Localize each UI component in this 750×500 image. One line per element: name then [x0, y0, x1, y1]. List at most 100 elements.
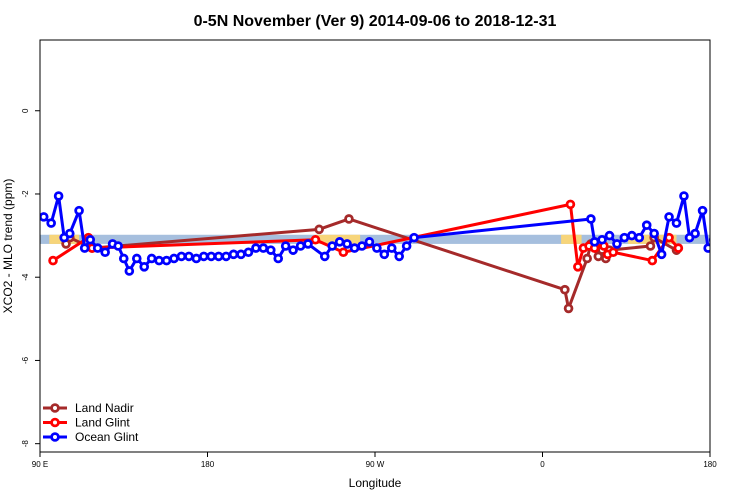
data-point — [92, 243, 103, 253]
data-point — [718, 245, 725, 252]
data-point — [357, 241, 367, 251]
data-point — [236, 249, 246, 260]
data-point — [48, 255, 58, 266]
legend-label: Ocean Glint — [75, 430, 139, 444]
data-point — [649, 228, 659, 239]
legend-marker — [50, 403, 60, 413]
data-point — [64, 228, 75, 239]
data-point — [100, 247, 110, 258]
data-point — [191, 253, 202, 264]
x-tick-label: 90 W — [366, 460, 385, 469]
series-line — [64, 217, 678, 310]
data-point — [74, 205, 84, 216]
data-point — [79, 243, 90, 253]
legend-entry: Ocean Glint — [43, 430, 139, 444]
data-point — [131, 253, 142, 264]
data-point — [379, 249, 390, 260]
x-axis-label: Longitude — [349, 476, 402, 490]
x-tick-label: 90 E — [32, 460, 48, 469]
data-point — [280, 241, 291, 251]
chart-title: 0-5N November (Ver 9) 2014-09-06 to 2018… — [194, 13, 557, 30]
data-point — [124, 266, 135, 276]
legend-entry: Land Nadir — [43, 401, 134, 415]
y-axis-ticks: 0 -2 -4 -6 -8 — [21, 108, 40, 447]
data-point — [184, 251, 194, 262]
data-point — [627, 230, 637, 241]
data-point — [604, 230, 615, 241]
series-ocean-glint — [40, 191, 745, 276]
data-point — [295, 241, 306, 251]
y-tick-label: -8 — [21, 440, 30, 448]
data-point — [619, 232, 630, 243]
data-point — [206, 251, 217, 262]
data-point — [679, 191, 689, 201]
data-point — [725, 249, 732, 256]
data-point — [303, 239, 313, 249]
data-point — [251, 243, 261, 253]
data-point — [647, 255, 658, 266]
y-tick-label: -6 — [21, 356, 30, 364]
data-point — [673, 243, 684, 253]
data-point — [656, 249, 667, 260]
data-point — [690, 228, 700, 239]
data-point — [344, 214, 354, 224]
data-point — [364, 237, 375, 247]
data-point — [394, 251, 404, 262]
data-point — [327, 241, 337, 251]
y-tick-label: -4 — [21, 273, 30, 281]
data-point — [319, 251, 330, 262]
data-point — [146, 253, 157, 264]
data-point — [409, 232, 419, 243]
data-point — [288, 245, 298, 255]
data-point — [85, 234, 96, 245]
data-point — [314, 224, 324, 235]
data-point — [708, 236, 710, 243]
data-point — [53, 191, 64, 201]
data-point — [228, 249, 239, 260]
data-point — [213, 251, 224, 262]
data-point — [46, 218, 56, 228]
plot-area — [40, 191, 745, 314]
data-point — [273, 253, 284, 264]
data-point — [671, 218, 682, 228]
data-point — [563, 303, 574, 314]
legend-marker — [50, 432, 60, 442]
legend-label: Land Nadir — [75, 401, 134, 415]
data-point — [349, 243, 360, 253]
band-blue — [40, 234, 710, 244]
x-tick-label: 0 — [540, 460, 545, 469]
data-point — [738, 243, 745, 250]
data-point — [258, 243, 269, 253]
data-point — [265, 245, 276, 255]
x-axis-ticks: 90 E 180 90 W 0 180 — [32, 452, 717, 469]
data-point — [310, 234, 321, 245]
data-point — [198, 251, 209, 262]
data-point — [338, 247, 349, 258]
y-tick-label: -2 — [21, 190, 30, 198]
data-point — [169, 253, 179, 264]
data-point — [118, 253, 129, 264]
band-yellow-segment — [561, 234, 582, 244]
x-tick-label: 180 — [703, 460, 717, 469]
data-point — [221, 251, 231, 262]
series-layer — [40, 191, 745, 314]
data-point — [372, 243, 382, 253]
data-point — [139, 262, 150, 272]
data-point — [582, 253, 592, 264]
data-point — [697, 205, 708, 216]
legend-label: Land Glint — [75, 416, 130, 430]
data-point — [589, 237, 600, 247]
data-point — [703, 243, 710, 253]
data-point — [342, 239, 352, 249]
data-point — [113, 241, 123, 251]
data-point — [586, 214, 596, 224]
data-point — [176, 251, 187, 262]
data-point — [334, 237, 345, 247]
y-axis-label: XCO2 - MLO trend (ppm) — [1, 179, 15, 314]
data-point — [612, 239, 622, 249]
data-point — [243, 247, 254, 258]
data-point — [573, 262, 583, 272]
data-point — [634, 232, 645, 243]
